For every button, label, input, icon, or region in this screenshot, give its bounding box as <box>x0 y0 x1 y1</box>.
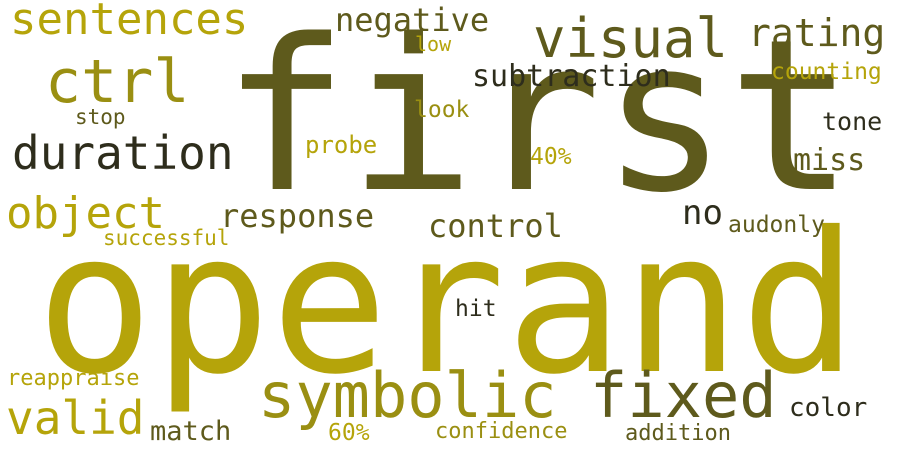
word-control: control <box>428 207 563 245</box>
word-first: first <box>222 0 855 239</box>
word-color: color <box>789 393 868 423</box>
word-addition: addition <box>625 421 731 446</box>
word-40pct: 40% <box>530 144 572 170</box>
word-low: low <box>415 32 452 56</box>
word-confidence: confidence <box>435 419 568 444</box>
word-negative: negative <box>335 1 490 39</box>
word-subtraction: subtraction <box>472 59 671 94</box>
word-sentences: sentences <box>10 0 249 45</box>
word-operand: operand <box>36 190 858 417</box>
word-valid: valid <box>6 391 145 445</box>
word-duration: duration <box>12 126 234 180</box>
word-stop: stop <box>75 105 126 129</box>
word-successful: successful <box>103 226 230 250</box>
word-miss: miss <box>793 143 866 178</box>
word-counting: counting <box>771 59 882 85</box>
word-60pct: 60% <box>328 420 370 446</box>
word-match: match <box>150 416 232 447</box>
word-ctrl: ctrl <box>45 47 190 117</box>
word-hit: hit <box>455 296 497 322</box>
word-fixed: fixed <box>590 359 777 432</box>
word-symbolic: symbolic <box>258 359 557 432</box>
word-object: object <box>6 188 165 239</box>
word-probe: probe <box>305 131 378 159</box>
word-no: no <box>682 193 723 233</box>
word-audonly: audonly <box>728 212 825 238</box>
word-visual: visual <box>533 7 729 70</box>
word-response: response <box>220 197 375 235</box>
word-rating: rating <box>748 11 886 55</box>
word-tone: tone <box>822 107 883 136</box>
word-look: look <box>414 97 470 123</box>
word-reappraise: reappraise <box>7 366 140 391</box>
